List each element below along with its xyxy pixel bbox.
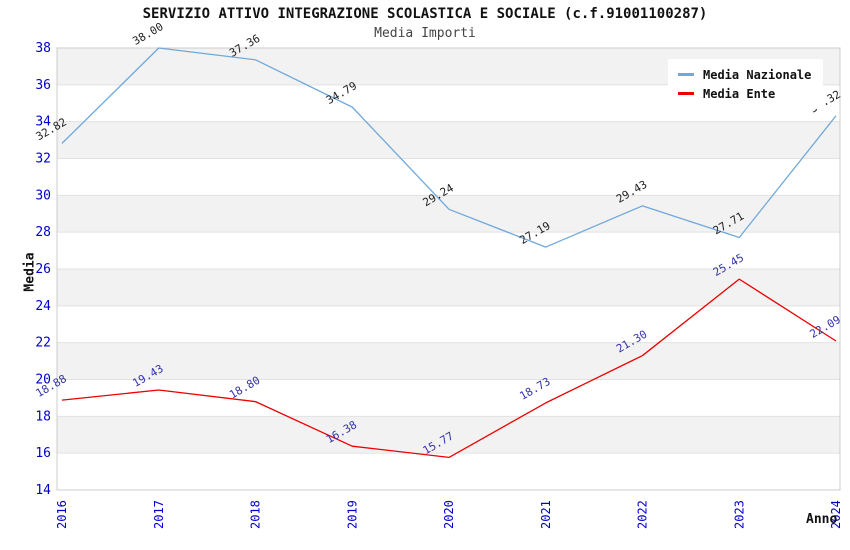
svg-text:30: 30 bbox=[35, 188, 51, 203]
legend-label-media-ente: Media Ente bbox=[703, 86, 776, 101]
svg-text:38: 38 bbox=[35, 41, 51, 56]
svg-text:2018: 2018 bbox=[249, 500, 263, 529]
svg-text:28: 28 bbox=[35, 225, 51, 240]
svg-text:16: 16 bbox=[35, 446, 51, 461]
svg-text:2021: 2021 bbox=[539, 500, 553, 529]
svg-text:2024: 2024 bbox=[829, 500, 843, 529]
chart-subtitle: Media Importi bbox=[374, 26, 476, 41]
x-axis-label: Anno bbox=[806, 512, 838, 527]
line-swatch-icon bbox=[678, 73, 694, 76]
svg-text:20: 20 bbox=[35, 373, 51, 388]
svg-text:2017: 2017 bbox=[152, 500, 166, 529]
svg-text:14: 14 bbox=[35, 483, 51, 498]
legend-label-media-nazionale: Media Nazionale bbox=[703, 67, 812, 82]
svg-text:18: 18 bbox=[35, 409, 51, 424]
svg-text:38.00: 38.00 bbox=[130, 20, 165, 48]
svg-text:36: 36 bbox=[35, 78, 51, 93]
line-swatch-icon bbox=[678, 92, 694, 95]
svg-text:2019: 2019 bbox=[345, 500, 359, 529]
legend-item-media-ente: Media Ente bbox=[678, 84, 811, 103]
svg-text:26: 26 bbox=[35, 262, 51, 277]
svg-text:2020: 2020 bbox=[442, 500, 456, 529]
chart-title: SERVIZIO ATTIVO INTEGRAZIONE SCOLASTICA … bbox=[142, 6, 708, 22]
svg-text:22.09: 22.09 bbox=[808, 313, 843, 341]
svg-text:22: 22 bbox=[35, 336, 51, 351]
legend: Media Nazionale Media Ente bbox=[668, 59, 824, 109]
y-axis-label: Media bbox=[22, 252, 38, 292]
svg-text:34: 34 bbox=[35, 115, 51, 130]
svg-text:2023: 2023 bbox=[732, 500, 746, 529]
svg-text:2016: 2016 bbox=[55, 500, 69, 529]
svg-text:32: 32 bbox=[35, 152, 51, 167]
svg-text:24: 24 bbox=[35, 299, 51, 314]
legend-item-media-nazionale: Media Nazionale bbox=[678, 65, 811, 84]
svg-text:2022: 2022 bbox=[636, 500, 650, 529]
